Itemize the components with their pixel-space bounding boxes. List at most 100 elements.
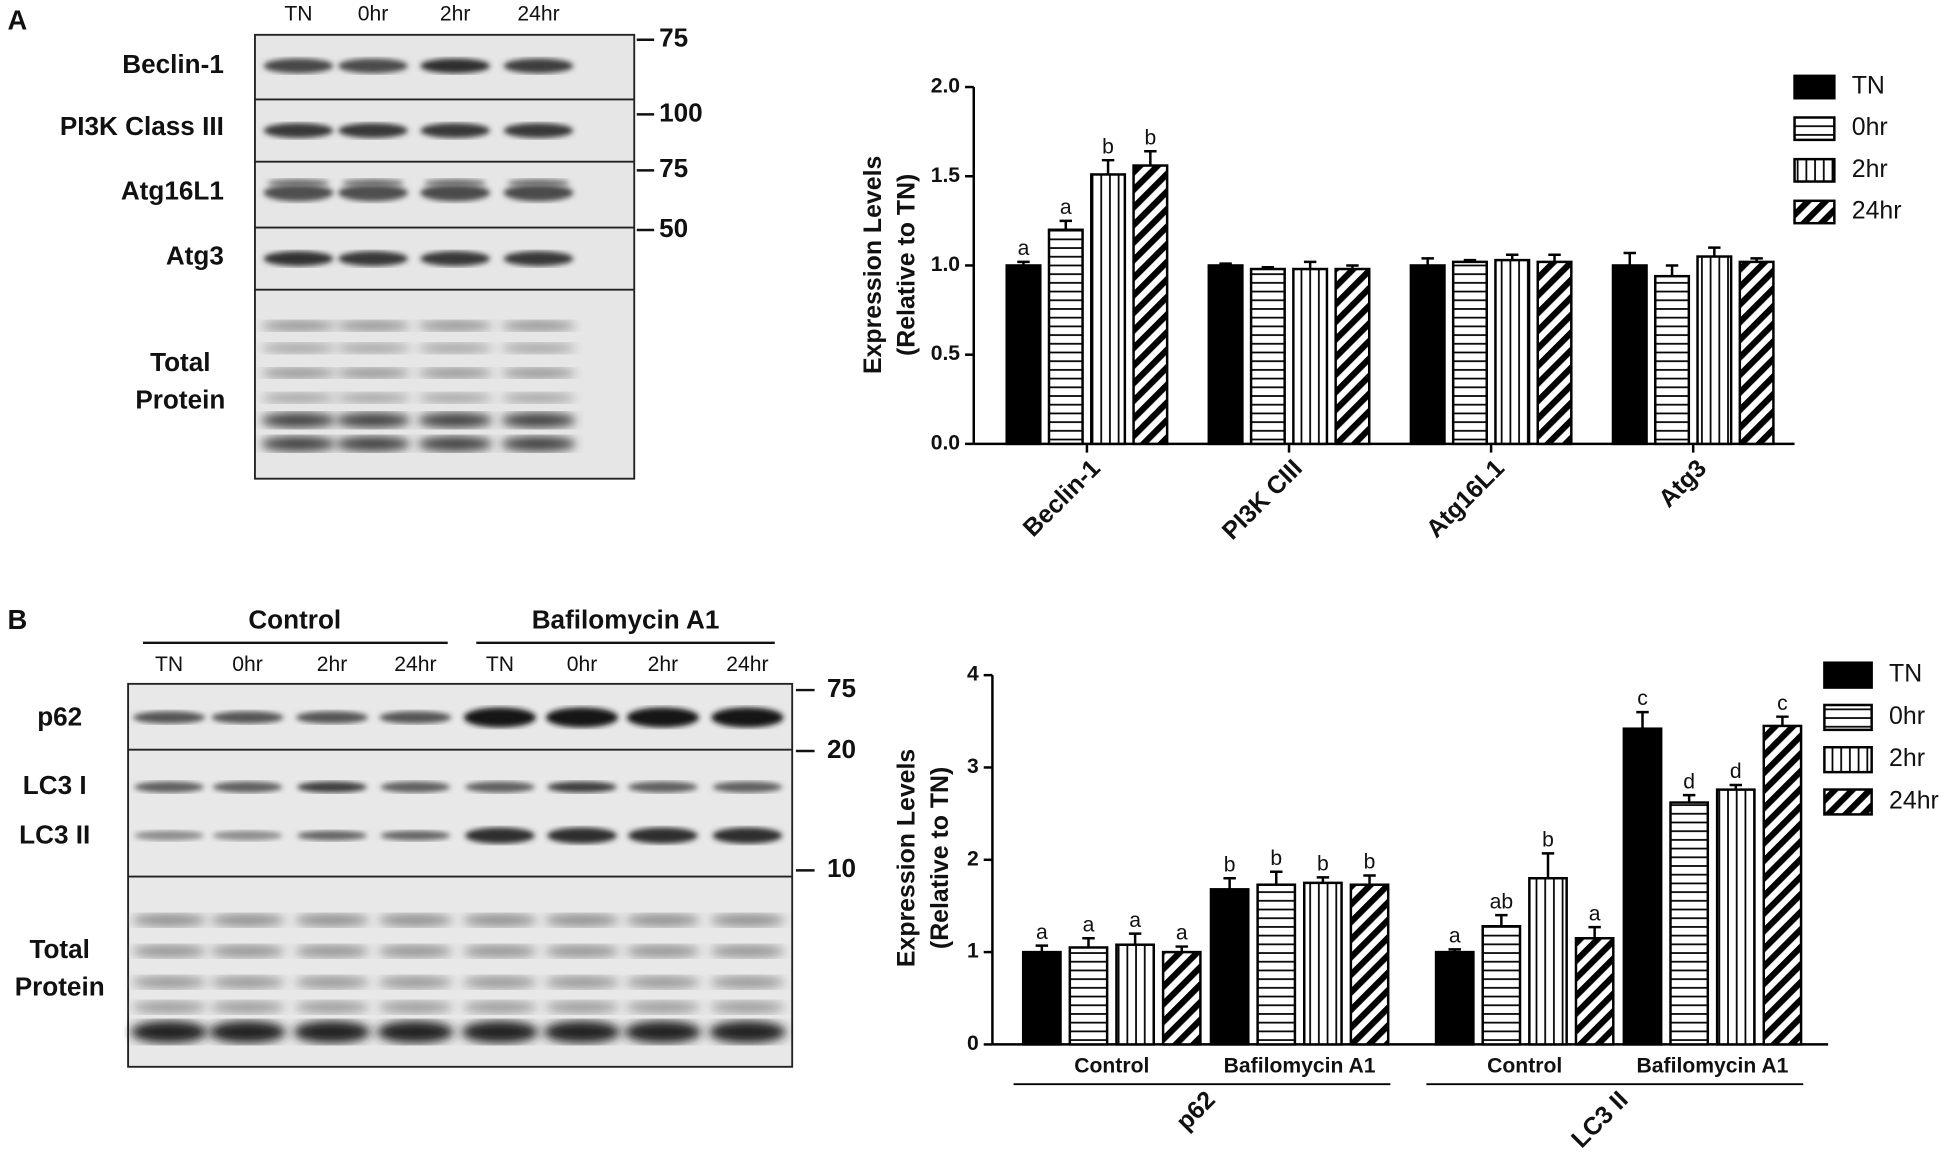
blot-band — [212, 830, 283, 841]
significance-label: a — [1589, 902, 1601, 925]
error-bar — [1463, 258, 1477, 262]
blot-band — [462, 913, 538, 927]
significance-label: b — [1364, 851, 1376, 874]
error-bar — [1219, 262, 1232, 266]
blot-band — [294, 944, 370, 958]
bar — [1068, 946, 1109, 1046]
bar — [1256, 883, 1297, 1046]
lane-label: TN — [155, 653, 183, 676]
blot-band — [712, 781, 783, 793]
error-bar — [1316, 876, 1330, 883]
blot-band — [463, 707, 537, 728]
significance-label: a — [1449, 924, 1461, 947]
blot-band — [501, 392, 576, 403]
row-label: LC3 II — [19, 820, 90, 850]
blot-band — [544, 1000, 620, 1014]
blot-band — [297, 830, 367, 841]
blot-band — [501, 343, 576, 354]
blot-band — [420, 58, 490, 74]
group-label: Bafilomycin A1 — [532, 605, 720, 635]
y-tick-label: 4 — [967, 663, 979, 686]
bar — [1654, 274, 1691, 446]
significance-label: a — [1036, 921, 1048, 944]
error-bar — [1541, 852, 1555, 879]
blot-band — [338, 184, 408, 202]
blot-band — [503, 123, 574, 139]
significance-label: c — [1637, 687, 1648, 710]
marker-label: 75 — [659, 23, 688, 53]
error-bar — [1682, 793, 1696, 803]
error-bar — [1082, 937, 1095, 948]
blot-band — [293, 1020, 371, 1044]
blot-band — [501, 368, 576, 378]
bar — [1409, 264, 1446, 446]
blot-band — [211, 711, 284, 724]
blot-band — [338, 251, 408, 267]
bar — [1090, 173, 1127, 446]
blot-band — [210, 913, 285, 927]
significance-label: ab — [1490, 890, 1514, 913]
bar — [1303, 881, 1343, 1046]
row-label: Protein — [135, 384, 225, 414]
lane-label: 24hr — [726, 653, 768, 676]
blot-band — [378, 1000, 453, 1014]
blot-band — [267, 179, 330, 187]
blot-b: Control TN 0hr 2hr 24hr Bafilomycin A1 TN 0hr 2h… — [15, 605, 856, 1068]
error-bar — [1708, 246, 1721, 257]
blot-band — [710, 1000, 785, 1014]
bar — [1021, 950, 1062, 1046]
error-bar — [1448, 948, 1461, 953]
legend-swatch — [1823, 703, 1873, 732]
blot-band — [710, 913, 785, 927]
significance-label: b — [1270, 847, 1282, 870]
lane-label: 0hr — [232, 653, 263, 676]
legend-swatch — [1793, 199, 1836, 225]
marker-label: 50 — [659, 213, 688, 243]
blot-band — [208, 1020, 287, 1044]
row-label: LC3 I — [23, 770, 87, 800]
y-tick-label: 3 — [967, 755, 979, 778]
legend-swatch — [1823, 661, 1873, 689]
bar — [1207, 264, 1244, 446]
row-label: Atg3 — [166, 240, 224, 270]
panel-letter: B — [7, 604, 27, 635]
error-bar — [1223, 877, 1236, 890]
significance-label: c — [1777, 692, 1788, 715]
legend-swatch — [1823, 788, 1873, 816]
blot-band — [710, 944, 785, 958]
marker-label: 75 — [827, 673, 856, 703]
blot-band — [261, 320, 336, 331]
blot-band — [380, 830, 451, 841]
error-bar — [1363, 874, 1376, 885]
row-label: PI3K Class III — [60, 111, 224, 141]
blot-band — [465, 827, 535, 844]
blot-band — [417, 368, 493, 378]
blot-band — [628, 781, 698, 793]
bar — [1292, 267, 1329, 446]
y-tick-label: 0.5 — [931, 342, 961, 365]
blot-band — [379, 711, 452, 724]
marker-label: 100 — [659, 97, 703, 127]
blot-band — [501, 320, 576, 331]
y-tick-label: 1.5 — [931, 164, 961, 187]
bar — [1738, 260, 1775, 446]
bar — [1132, 164, 1169, 446]
lane-label: 24hr — [517, 2, 559, 25]
blot-band — [461, 1020, 539, 1044]
lane-label: TN — [486, 653, 514, 676]
error-bar — [1729, 783, 1743, 790]
legend-label: TN — [1889, 660, 1922, 688]
group-label: LC3 II — [1566, 1086, 1634, 1154]
row-label: Atg16L1 — [121, 176, 224, 206]
bar — [1209, 888, 1250, 1046]
bar — [1115, 943, 1156, 1046]
blot-a: TN 0hr 2hr 24hr Beclin-1 PI3K Class III Atg16L… — [60, 2, 703, 480]
error-bar — [1059, 219, 1073, 230]
blot-band — [131, 1000, 207, 1014]
blot-band — [338, 123, 408, 139]
blot-band — [624, 1020, 702, 1044]
blot-band — [420, 184, 490, 202]
legend-label: 0hr — [1889, 702, 1925, 730]
